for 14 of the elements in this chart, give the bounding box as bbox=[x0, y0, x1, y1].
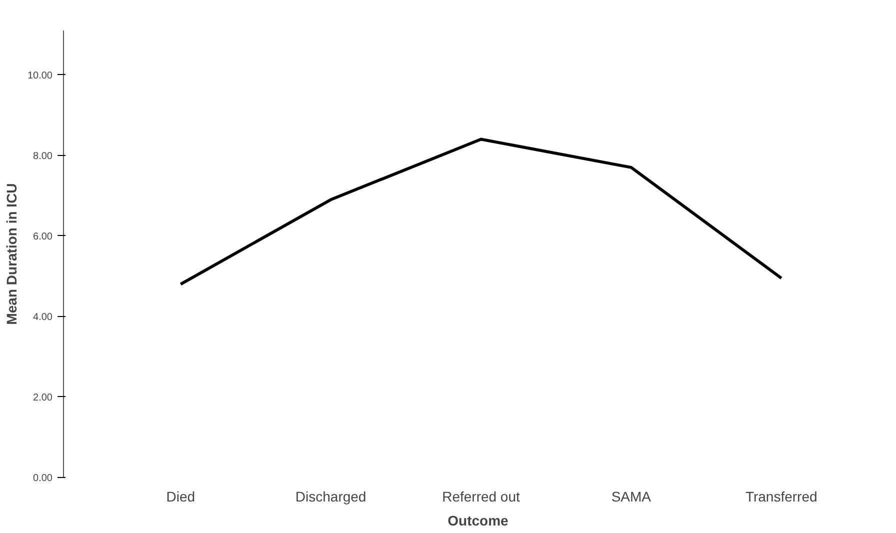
y-tick-label: 8.00 bbox=[33, 150, 53, 162]
y-tick-label: 0.00 bbox=[33, 473, 53, 484]
x-tick-label: Referred out bbox=[442, 488, 520, 504]
x-tick-label: Transferred bbox=[745, 488, 818, 504]
y-axis-title: Mean Duration in ICU bbox=[3, 183, 20, 325]
line-series bbox=[179, 138, 783, 286]
x-axis-title: Outcome bbox=[448, 512, 509, 528]
y-tick-label: 4.00 bbox=[33, 312, 53, 323]
y-tick-label: 10.00 bbox=[27, 70, 53, 82]
x-tick-label: Died bbox=[166, 488, 196, 504]
y-tick-label: 2.00 bbox=[33, 392, 53, 404]
x-tick-label: SAMA bbox=[611, 488, 652, 504]
y-tick-label: 6.00 bbox=[33, 231, 53, 242]
x-tick-label: Discharged bbox=[295, 488, 366, 504]
